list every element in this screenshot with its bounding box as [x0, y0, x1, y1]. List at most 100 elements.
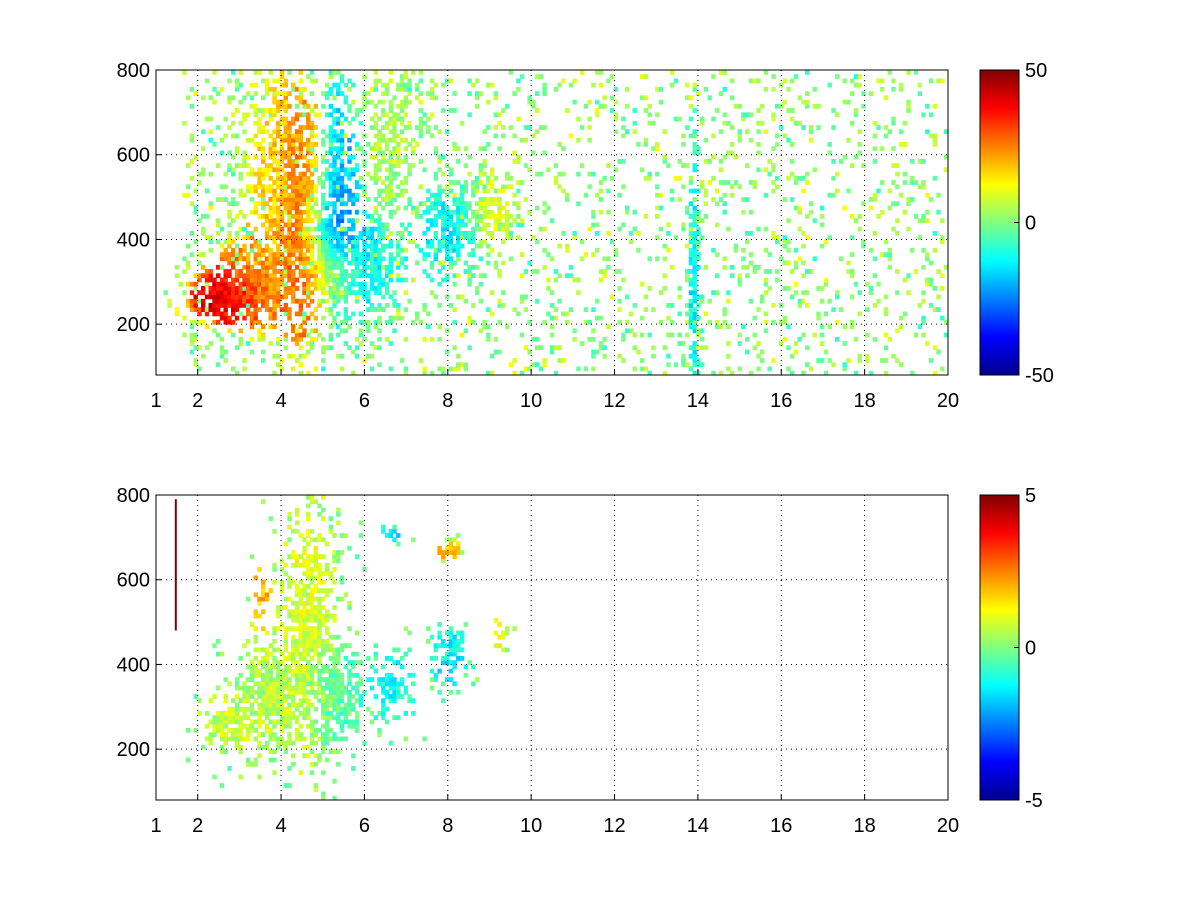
- heatmap-cell: [396, 685, 401, 691]
- heatmap-cell: [321, 129, 326, 135]
- heatmap-cell: [291, 336, 296, 342]
- heatmap-cell: [249, 694, 255, 699]
- heatmap-cell: [429, 133, 435, 139]
- heatmap-cell: [358, 660, 363, 665]
- heatmap-cell: [309, 142, 315, 147]
- heatmap-cell: [287, 264, 292, 270]
- heatmap-cell: [651, 345, 656, 351]
- heatmap-cell: [298, 698, 303, 704]
- heatmap-cell: [309, 685, 315, 691]
- heatmap-cell: [433, 82, 438, 88]
- heatmap-cell: [306, 214, 311, 219]
- heatmap-cell: [249, 95, 255, 101]
- heatmap-cell: [876, 281, 881, 287]
- heatmap-cell: [384, 184, 390, 190]
- colorbar-gradient: [979, 69, 1020, 376]
- heatmap-cell: [407, 197, 412, 202]
- heatmap-cell: [257, 336, 262, 342]
- heatmap-cell: [399, 681, 405, 687]
- heatmap-cell: [666, 222, 671, 228]
- heatmap-cell: [433, 677, 438, 682]
- heatmap-cell: [373, 239, 378, 245]
- heatmap-cell: [895, 290, 900, 296]
- heatmap-cell: [257, 613, 262, 619]
- heatmap-cell: [917, 235, 922, 240]
- heatmap-cell: [373, 205, 378, 211]
- heatmap-cell: [223, 273, 228, 279]
- heatmap-cell: [441, 231, 446, 236]
- x-tick-label: 10: [520, 390, 542, 412]
- heatmap-cell: [696, 214, 701, 219]
- heatmap-cell: [392, 537, 397, 543]
- heatmap-cell: [257, 689, 262, 695]
- heatmap-cell: [317, 537, 322, 543]
- heatmap-cell: [253, 319, 258, 325]
- heatmap-cell: [261, 277, 266, 283]
- heatmap-cell: [279, 197, 285, 202]
- heatmap-cell: [392, 694, 397, 699]
- heatmap-cell: [216, 286, 221, 291]
- heatmap-cell: [234, 740, 240, 746]
- heatmap-cell: [298, 353, 303, 359]
- heatmap-cell: [253, 609, 258, 615]
- heatmap-cell: [306, 260, 311, 266]
- heatmap-cell: [527, 209, 532, 215]
- heatmap-cell: [283, 723, 288, 729]
- heatmap-cell: [317, 503, 322, 509]
- heatmap-cell: [362, 99, 367, 105]
- heatmap-cell: [212, 307, 217, 312]
- heatmap-cell: [321, 345, 326, 351]
- heatmap-cell: [508, 231, 513, 236]
- heatmap-cell: [231, 201, 236, 207]
- heatmap-cell: [283, 163, 288, 168]
- heatmap-cell: [399, 256, 405, 262]
- heatmap-cell: [216, 715, 221, 721]
- heatmap-cell: [324, 269, 330, 274]
- heatmap-cell: [291, 120, 296, 126]
- heatmap-cell: [328, 142, 333, 147]
- heatmap-cell: [373, 142, 378, 147]
- heatmap-cell: [242, 192, 247, 198]
- heatmap-cell: [441, 550, 446, 555]
- heatmap-cell: [238, 656, 243, 661]
- heatmap-cell: [298, 171, 303, 177]
- heatmap-cell: [291, 142, 296, 147]
- heatmap-cell: [283, 154, 288, 160]
- heatmap-cell: [715, 108, 720, 113]
- heatmap-cell: [392, 197, 397, 202]
- heatmap-cell: [452, 545, 457, 551]
- heatmap-cell: [384, 281, 390, 287]
- heatmap-cell: [294, 558, 300, 564]
- heatmap-cell: [790, 108, 795, 113]
- heatmap-cell: [617, 319, 622, 325]
- heatmap-cell: [272, 370, 277, 375]
- heatmap-cell: [381, 154, 386, 160]
- heatmap-cell: [392, 163, 397, 168]
- heatmap-cell: [917, 218, 922, 224]
- heatmap-cell: [328, 311, 333, 317]
- heatmap-cell: [283, 685, 288, 691]
- heatmap-cell: [688, 226, 694, 232]
- heatmap-cell: [910, 175, 915, 181]
- heatmap-cell: [478, 328, 483, 334]
- heatmap-cell: [722, 307, 727, 312]
- heatmap-cell: [805, 171, 810, 177]
- heatmap-cell: [339, 137, 345, 143]
- heatmap-cell: [628, 239, 634, 245]
- heatmap-cell: [249, 298, 255, 304]
- heatmap-cell: [298, 146, 303, 152]
- heatmap-cell: [332, 116, 337, 122]
- heatmap-cell: [189, 303, 195, 308]
- heatmap-cell: [887, 188, 892, 194]
- heatmap-cell: [441, 239, 446, 245]
- heatmap-cell: [317, 728, 322, 733]
- heatmap-cell: [384, 112, 390, 118]
- heatmap-cell: [298, 298, 303, 304]
- heatmap-cell: [422, 269, 427, 274]
- heatmap-cell: [722, 120, 727, 126]
- heatmap-cell: [898, 362, 904, 368]
- heatmap-cell: [523, 125, 529, 130]
- heatmap-cell: [283, 311, 288, 317]
- heatmap-cell: [775, 269, 780, 274]
